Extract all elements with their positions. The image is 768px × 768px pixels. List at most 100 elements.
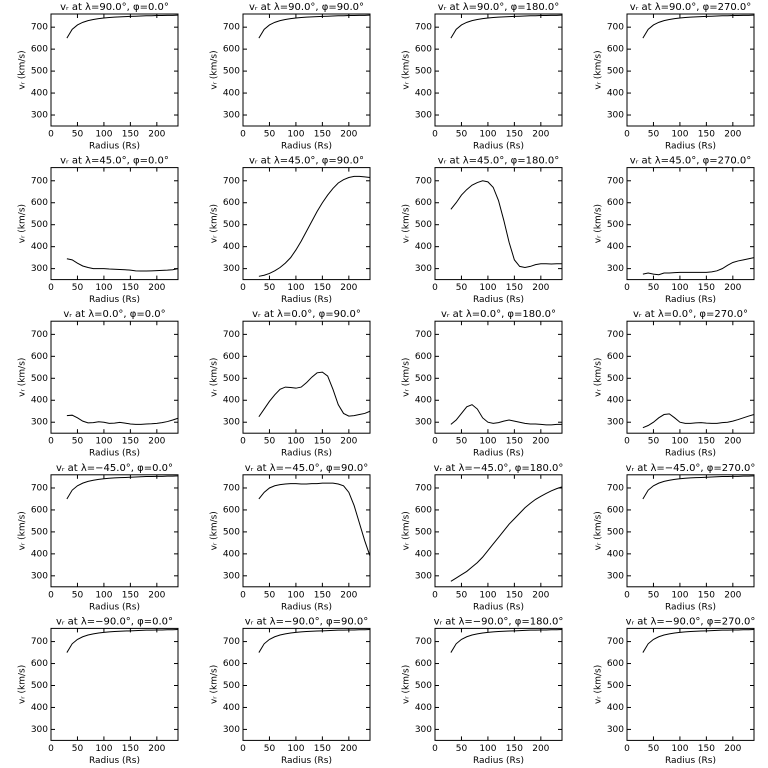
y-tick-label: 600	[415, 198, 432, 208]
y-axis-title: vᵣ (km/s)	[402, 511, 412, 550]
x-axis-title: Radius (Rs)	[473, 602, 524, 612]
x-tick-label: 0	[48, 437, 54, 447]
y-tick-label: 600	[415, 505, 432, 515]
y-tick-label: 300	[31, 264, 48, 274]
plot-frame	[242, 320, 371, 434]
data-line	[642, 475, 755, 500]
y-tick-label: 700	[31, 483, 48, 493]
x-tick-label: 150	[506, 590, 523, 600]
x-tick-label: 50	[264, 744, 276, 754]
y-tick-label: 400	[415, 703, 432, 713]
x-axis-title: Radius (Rs)	[89, 756, 140, 766]
x-axis-title: Radius (Rs)	[89, 602, 140, 612]
panel-title: vᵣ at λ=−90.0°, φ=180.0°	[434, 616, 564, 627]
x-tick-label: 100	[95, 283, 112, 293]
y-tick-label: 400	[31, 242, 48, 252]
x-axis-title: Radius (Rs)	[89, 142, 140, 152]
panel: vᵣ at λ=90.0°, φ=270.0° 0 50 100 150 200 300 40…	[594, 2, 755, 152]
x-tick-label: 200	[148, 590, 165, 600]
y-axis-title: vᵣ (km/s)	[210, 204, 220, 243]
y-tick-label: 400	[415, 89, 432, 99]
x-tick-label: 150	[314, 744, 331, 754]
data-line	[66, 414, 179, 425]
x-tick-label: 100	[287, 130, 304, 140]
panel-title: vᵣ at λ=45.0°, φ=0.0°	[60, 156, 169, 167]
data-line	[450, 629, 563, 653]
y-tick-label: 700	[415, 483, 432, 493]
y-tick-label: 700	[31, 176, 48, 186]
x-tick-label: 200	[532, 437, 549, 447]
y-tick-label: 300	[223, 418, 240, 428]
y-axis-title: vᵣ (km/s)	[18, 204, 28, 243]
x-axis-title: Radius (Rs)	[281, 295, 332, 305]
x-tick-label: 100	[287, 590, 304, 600]
y-tick-label: 300	[415, 725, 432, 735]
y-tick-label: 700	[31, 330, 48, 340]
y-tick-label: 400	[607, 549, 624, 559]
panel-title: vᵣ at λ=90.0°, φ=270.0°	[630, 2, 751, 13]
panel: vᵣ at λ=90.0°, φ=0.0° 0 50 100 150 200 300 400 5…	[18, 2, 179, 152]
y-tick-label: 300	[415, 111, 432, 121]
x-tick-label: 100	[287, 744, 304, 754]
panel-title: vᵣ at λ=90.0°, φ=90.0°	[249, 2, 364, 13]
x-axis-title: Radius (Rs)	[89, 449, 140, 459]
x-tick-label: 50	[648, 744, 660, 754]
y-tick-label: 700	[223, 23, 240, 33]
x-tick-label: 50	[264, 130, 276, 140]
y-tick-label: 300	[415, 418, 432, 428]
x-tick-label: 0	[48, 130, 54, 140]
y-tick-label: 400	[607, 242, 624, 252]
panel: vᵣ at λ=−45.0°, φ=180.0° 0 50 100 150 200 300 4…	[402, 463, 564, 613]
panel-title: vᵣ at λ=−90.0°, φ=90.0°	[245, 616, 368, 627]
data-line	[642, 257, 755, 276]
plot-frame	[50, 320, 179, 434]
x-tick-label: 100	[671, 283, 688, 293]
x-tick-label: 150	[698, 283, 715, 293]
x-tick-label: 200	[148, 130, 165, 140]
y-tick-label: 600	[223, 352, 240, 362]
x-axis-title: Radius (Rs)	[473, 449, 524, 459]
y-tick-label: 500	[223, 67, 240, 77]
x-tick-label: 0	[624, 437, 630, 447]
plot-frame	[50, 167, 179, 281]
y-tick-label: 500	[31, 67, 48, 77]
data-line	[258, 371, 371, 418]
x-tick-label: 0	[432, 130, 438, 140]
y-tick-label: 400	[607, 396, 624, 406]
plot-frame	[50, 627, 179, 741]
x-tick-label: 200	[532, 590, 549, 600]
y-axis-title: vᵣ (km/s)	[210, 511, 220, 550]
y-tick-label: 700	[607, 23, 624, 33]
y-tick-label: 600	[31, 198, 48, 208]
x-tick-label: 150	[122, 283, 139, 293]
y-tick-label: 500	[31, 681, 48, 691]
y-tick-label: 700	[223, 483, 240, 493]
plot-frame	[626, 13, 755, 127]
panel-title: vᵣ at λ=0.0°, φ=180.0°	[441, 309, 556, 320]
x-tick-label: 200	[724, 437, 741, 447]
y-tick-label: 500	[223, 527, 240, 537]
panel: vᵣ at λ=−90.0°, φ=180.0° 0 50 100 150 200 300 4…	[402, 616, 564, 766]
plot-frame	[434, 627, 563, 741]
x-tick-label: 50	[456, 437, 468, 447]
y-tick-label: 300	[223, 264, 240, 274]
panel-title: vᵣ at λ=−90.0°, φ=270.0°	[626, 616, 756, 627]
y-tick-label: 600	[223, 505, 240, 515]
x-tick-label: 200	[724, 283, 741, 293]
panel: vᵣ at λ=−45.0°, φ=270.0° 0 50 100 150 200 300 4…	[594, 463, 756, 613]
y-tick-label: 300	[607, 571, 624, 581]
y-axis-title: vᵣ (km/s)	[402, 50, 412, 89]
y-tick-label: 700	[607, 176, 624, 186]
x-tick-label: 0	[48, 283, 54, 293]
x-tick-label: 150	[314, 283, 331, 293]
x-axis-title: Radius (Rs)	[665, 449, 716, 459]
x-tick-label: 50	[648, 590, 660, 600]
y-tick-label: 400	[31, 703, 48, 713]
plot-frame	[242, 13, 371, 127]
x-axis-title: Radius (Rs)	[665, 602, 716, 612]
x-tick-label: 0	[624, 590, 630, 600]
panel-title: vᵣ at λ=0.0°, φ=0.0°	[63, 309, 165, 320]
x-tick-label: 0	[432, 590, 438, 600]
x-tick-label: 100	[671, 130, 688, 140]
x-tick-label: 0	[432, 744, 438, 754]
